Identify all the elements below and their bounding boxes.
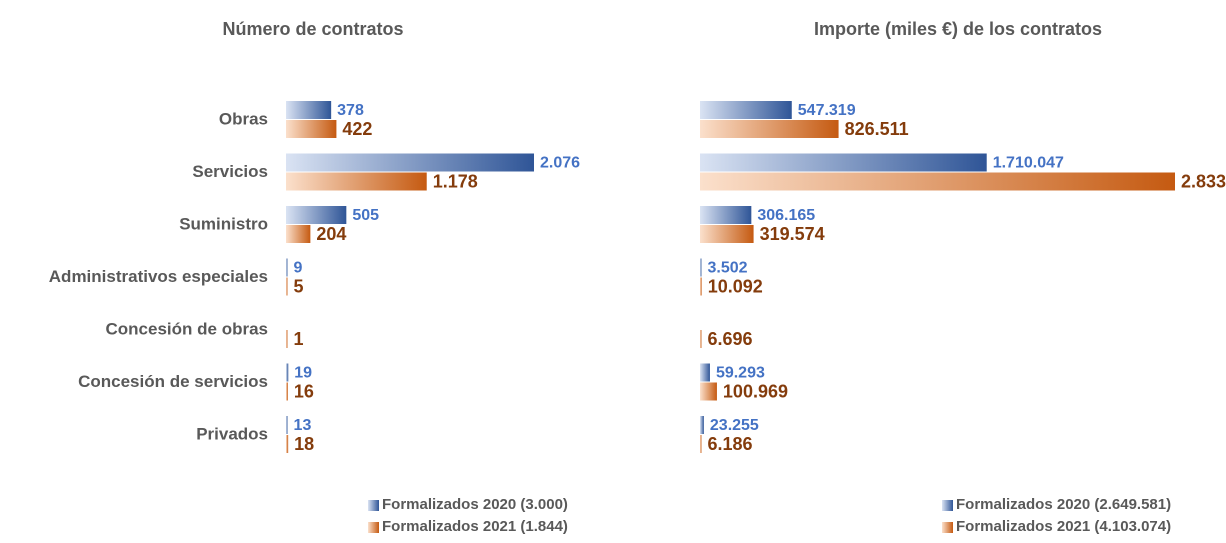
legend-swatch	[942, 522, 953, 533]
bar	[700, 435, 702, 453]
bar	[286, 225, 311, 243]
category-label: Suministro	[179, 214, 268, 233]
bar	[700, 206, 752, 224]
bar	[700, 416, 704, 434]
bar	[286, 153, 534, 172]
bar	[286, 416, 288, 434]
bar	[700, 153, 987, 172]
bar	[286, 382, 288, 401]
value-label: 100.969	[723, 381, 788, 401]
value-label: 13	[294, 417, 312, 434]
value-label: 9	[294, 260, 303, 277]
value-label: 1.710.047	[993, 155, 1064, 172]
bar	[286, 101, 332, 119]
bar	[700, 120, 839, 138]
bar	[286, 363, 289, 382]
value-label: 3.502	[708, 260, 748, 277]
bar	[700, 258, 702, 277]
bar	[286, 258, 288, 277]
value-label: 10.092	[708, 276, 763, 296]
value-label: 378	[337, 102, 364, 119]
bar	[286, 435, 289, 453]
value-label: 1.178	[433, 171, 478, 191]
value-label: 1	[294, 329, 304, 349]
value-label: 306.165	[757, 207, 815, 224]
value-label: 5	[294, 276, 304, 296]
bar	[700, 225, 754, 243]
bar	[700, 277, 702, 296]
value-label: 6.186	[708, 434, 753, 454]
value-label: 319.574	[760, 224, 825, 244]
value-label: 826.511	[845, 119, 909, 139]
bar	[286, 206, 347, 224]
value-label: 2.833.046	[1181, 171, 1226, 191]
bar	[700, 363, 710, 382]
category-label: Concesión de servicios	[78, 372, 268, 391]
value-label: 547.319	[798, 102, 856, 119]
bar	[286, 330, 288, 348]
bar	[700, 172, 1175, 191]
value-label: 2.076	[540, 155, 580, 172]
chart-title: Importe (miles €) de los contratos	[814, 19, 1102, 39]
legend-label: Formalizados 2020 (3.000)	[382, 496, 568, 513]
legend-label: Formalizados 2021 (4.103.074)	[956, 518, 1171, 535]
value-label: 18	[294, 434, 314, 454]
bar	[700, 382, 717, 401]
legend-swatch	[942, 500, 953, 511]
bar	[700, 101, 792, 119]
category-label: Obras	[219, 109, 268, 128]
bar	[286, 120, 337, 138]
legend-label: Formalizados 2021 (1.844)	[382, 518, 568, 535]
value-label: 19	[294, 365, 312, 382]
category-label: Servicios	[192, 162, 268, 181]
value-label: 16	[294, 381, 314, 401]
chart-title: Número de contratos	[222, 19, 403, 39]
legend-label: Formalizados 2020 (2.649.581)	[956, 496, 1171, 513]
value-label: 505	[352, 207, 379, 224]
legend-swatch	[368, 522, 379, 533]
legend-swatch	[368, 500, 379, 511]
value-label: 23.255	[710, 417, 759, 434]
value-label: 204	[316, 224, 346, 244]
category-label: Administrativos especiales	[49, 267, 268, 286]
bar	[700, 330, 702, 348]
category-label: Privados	[196, 424, 268, 443]
category-label: Concesión de obras	[106, 319, 268, 338]
bar	[286, 172, 427, 191]
value-label: 6.696	[708, 329, 753, 349]
bar	[286, 277, 288, 296]
value-label: 422	[342, 119, 372, 139]
value-label: 59.293	[716, 365, 765, 382]
